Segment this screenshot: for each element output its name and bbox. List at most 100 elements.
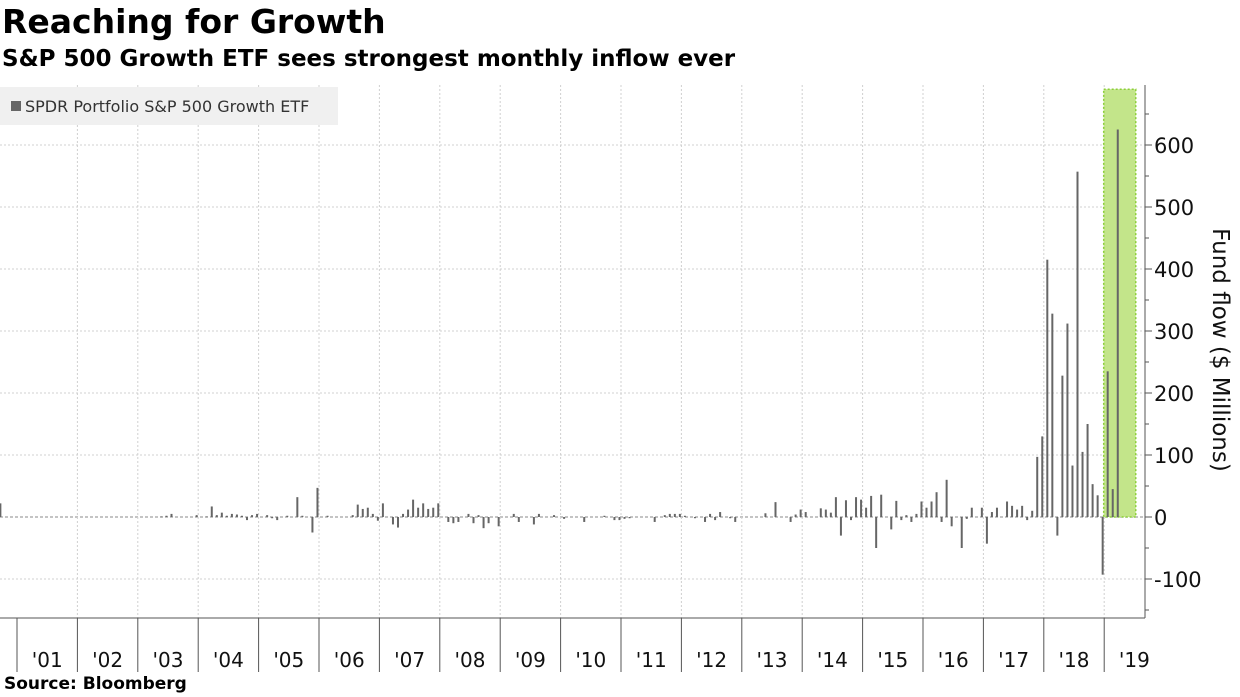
bar [920, 501, 923, 517]
x-tick-label: '15 [877, 648, 908, 672]
bar [1106, 371, 1109, 517]
bar [1101, 517, 1104, 575]
bar [653, 517, 656, 522]
bar [683, 515, 686, 517]
bar [673, 513, 676, 517]
bar [205, 516, 208, 518]
bar [1036, 456, 1039, 517]
chart-subtitle: S&P 500 Growth ETF sees strongest monthl… [2, 46, 736, 72]
x-tick-label: '14 [817, 648, 848, 672]
bar [824, 509, 827, 517]
bar [487, 517, 490, 524]
chart-title: Reaching for Growth [2, 2, 386, 41]
bar [467, 513, 470, 517]
bar [537, 513, 540, 517]
bar [628, 517, 631, 519]
x-tick-label: '12 [696, 648, 727, 672]
bar [532, 517, 535, 525]
bar [563, 517, 566, 519]
bar [950, 517, 953, 527]
bar [1051, 313, 1054, 517]
bar [553, 515, 556, 517]
bar [437, 503, 440, 517]
bar [266, 515, 269, 517]
bar [794, 514, 797, 517]
bar [296, 497, 299, 517]
bar [850, 517, 852, 521]
bar [1016, 509, 1019, 517]
x-tick-label: '06 [334, 648, 365, 672]
bar [734, 517, 737, 522]
y-tick-label: 100 [1154, 444, 1194, 468]
y-axis-title: Fund flow ($ Millions) [1207, 228, 1233, 472]
bar [618, 517, 621, 521]
bar [210, 506, 213, 517]
bar [397, 517, 399, 528]
bar [774, 502, 777, 517]
bar [875, 517, 878, 548]
bar [240, 515, 243, 517]
bar [1031, 510, 1034, 517]
x-tick-label: '13 [757, 648, 788, 672]
bar [623, 517, 626, 519]
bar [844, 500, 847, 517]
bar [391, 517, 394, 525]
y-tick-label: 200 [1154, 382, 1194, 406]
bar [693, 517, 696, 519]
bar [1011, 505, 1014, 517]
bar [1091, 484, 1094, 517]
x-tick-label: '16 [938, 648, 969, 672]
bar [381, 503, 384, 517]
bar [583, 517, 586, 522]
bar [980, 507, 983, 517]
x-tick-label: '01 [32, 648, 63, 672]
bar [960, 517, 963, 548]
bar [905, 515, 908, 517]
x-tick-label: '04 [213, 648, 244, 672]
bar [860, 499, 863, 517]
bar [497, 517, 500, 527]
bar [276, 517, 279, 521]
bar [930, 501, 933, 517]
bar [789, 517, 792, 522]
bar [246, 517, 248, 521]
y-tick-label: 300 [1154, 320, 1194, 344]
bar [915, 513, 918, 517]
bar [316, 487, 319, 517]
bar [472, 517, 475, 524]
bar [834, 497, 837, 517]
bar [709, 513, 712, 517]
bar [361, 508, 364, 517]
bar [865, 507, 868, 517]
bar [855, 497, 858, 517]
bar [970, 507, 973, 517]
bar [895, 500, 898, 517]
bar [1046, 259, 1049, 517]
bar [351, 515, 354, 517]
bar [985, 517, 988, 544]
bar [1071, 465, 1074, 517]
bar [965, 517, 968, 519]
y-tick-label: 500 [1154, 196, 1194, 220]
bar [995, 507, 998, 517]
highlight-region [1102, 88, 1137, 518]
bar [422, 503, 425, 517]
bar [326, 515, 329, 517]
x-tick-label: '10 [575, 648, 606, 672]
y-tick-label: 600 [1154, 134, 1194, 158]
bar [512, 513, 515, 517]
bar [1081, 451, 1084, 517]
bar [230, 513, 233, 517]
legend-label: SPDR Portfolio S&P 500 Growth ETF [25, 96, 310, 116]
bar [452, 517, 455, 524]
bar [366, 507, 369, 517]
bar [432, 507, 435, 517]
bar [1066, 323, 1069, 517]
bar [482, 517, 485, 529]
bar [663, 515, 666, 517]
bar [678, 513, 681, 517]
bar [1021, 505, 1024, 517]
bar [900, 517, 903, 521]
bar [764, 513, 767, 517]
